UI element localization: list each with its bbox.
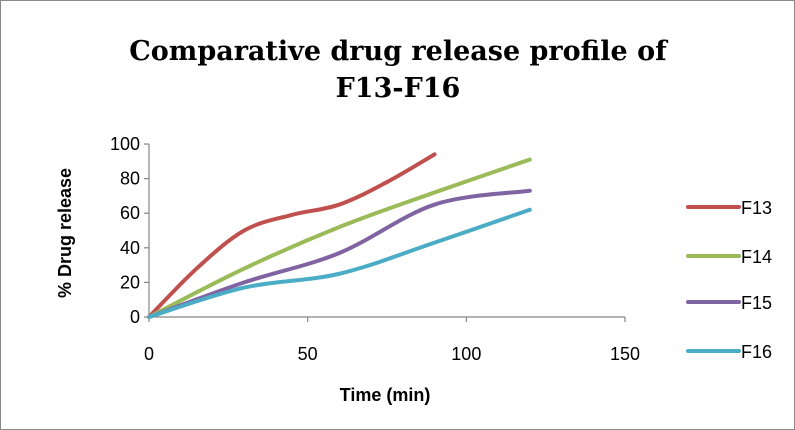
y-tick-label: 60: [120, 203, 140, 223]
series-line-f16: [147, 207, 532, 319]
legend-label-f15: F15: [741, 293, 772, 313]
legend-label-f13: F13: [741, 198, 772, 218]
legend: F13 F14 F15 F16: [686, 198, 772, 362]
legend-label-f14: F14: [741, 247, 772, 267]
x-tick-label: 150: [610, 344, 640, 364]
series-lines: [147, 152, 532, 319]
legend-label-f16: F16: [741, 342, 772, 362]
x-tick-label: 0: [144, 344, 154, 364]
y-tick-label: 20: [120, 272, 140, 292]
y-tick-label: 100: [110, 134, 140, 154]
x-tick-label: 100: [451, 344, 481, 364]
axes: 0 20 40 60 80 100 0 50 100 150: [110, 134, 640, 364]
y-tick-label: 80: [120, 169, 140, 189]
chart-title-line-1: Comparative drug release profile of: [129, 36, 669, 67]
series-line-f13: [147, 152, 437, 319]
series-line-f15: [147, 188, 532, 319]
chart-title-line-2: F13-F16: [336, 73, 461, 104]
y-tick-label: 0: [130, 307, 140, 327]
y-tick-label: 40: [120, 238, 140, 258]
x-axis-label: Time (min): [340, 385, 431, 405]
x-tick-label: 50: [298, 344, 318, 364]
y-axis-label: % Drug release: [55, 168, 75, 298]
series-line-f14: [147, 157, 532, 319]
